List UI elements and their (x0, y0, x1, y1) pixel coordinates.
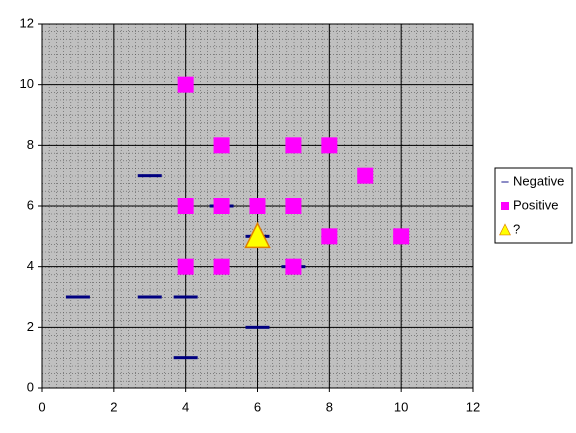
y-tick-label: 12 (20, 15, 34, 30)
y-tick-label: 4 (27, 258, 34, 273)
point (177, 76, 194, 93)
y-tick-label: 0 (27, 379, 34, 394)
point (213, 258, 230, 275)
point (321, 137, 338, 154)
point (285, 137, 302, 154)
legend-marker (499, 223, 511, 236)
x-tick-label: 10 (394, 399, 408, 414)
point (244, 221, 271, 249)
point (393, 228, 410, 245)
x-tick-label: 4 (182, 399, 189, 414)
y-tick-label: 6 (27, 197, 34, 212)
x-tick-label: 6 (254, 399, 261, 414)
point (137, 174, 162, 178)
point (173, 295, 198, 299)
legend-marker (501, 202, 509, 210)
point (285, 258, 302, 275)
legend-label: Negative (513, 173, 564, 188)
point (137, 295, 162, 299)
plot-border (41, 23, 474, 389)
point (65, 295, 90, 299)
point (321, 228, 338, 245)
y-tick-label: 10 (20, 76, 34, 91)
point (245, 325, 270, 329)
point (177, 258, 194, 275)
legend-label: Positive (513, 197, 559, 212)
point (357, 167, 374, 184)
point (213, 198, 230, 214)
point (249, 198, 266, 214)
legend-marker (501, 181, 509, 183)
x-tick-label: 8 (326, 399, 333, 414)
x-tick-label: 12 (466, 399, 480, 414)
legend-label: ? (513, 221, 520, 236)
point (213, 137, 230, 154)
point (173, 356, 198, 360)
x-tick-label: 2 (110, 399, 117, 414)
y-tick-label: 8 (27, 137, 34, 152)
point (177, 198, 194, 214)
y-tick-label: 2 (27, 319, 34, 334)
x-tick-label: 0 (38, 399, 45, 414)
point (285, 198, 302, 214)
